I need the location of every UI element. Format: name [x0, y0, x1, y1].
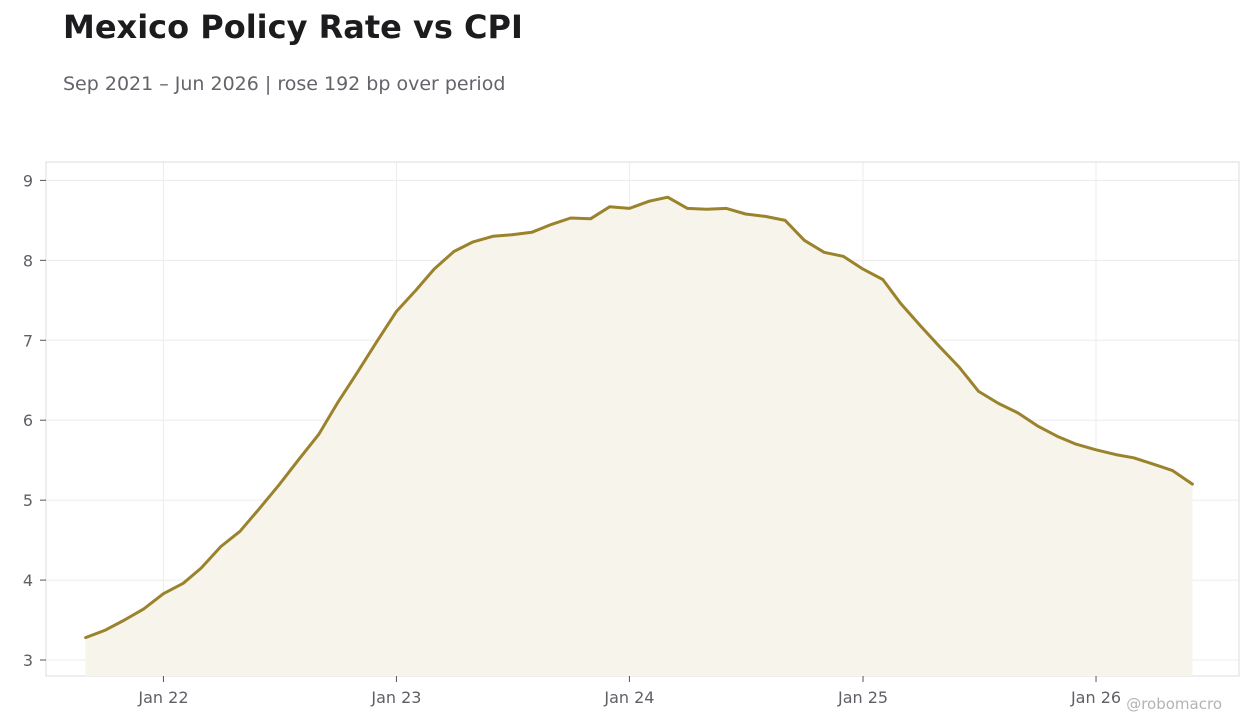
x-tick-label: Jan 26 — [1070, 688, 1121, 707]
x-tick-label: Jan 25 — [837, 688, 888, 707]
watermark: @robomacro — [1126, 695, 1222, 713]
x-tick-label: Jan 23 — [370, 688, 421, 707]
series-area-fill — [85, 197, 1193, 676]
chart-subtitle: Sep 2021 – Jun 2026 | rose 192 bp over p… — [63, 73, 506, 95]
y-axis-ticks: 3 4 5 6 7 8 9 — [23, 171, 46, 670]
y-tick-label: 6 — [23, 411, 33, 430]
series-line — [84, 195, 1194, 640]
y-tick-label: 9 — [23, 171, 33, 190]
chart-title: Mexico Policy Rate vs CPI — [63, 8, 523, 46]
x-tick-label: Jan 24 — [603, 688, 654, 707]
x-tick-label: Jan 22 — [137, 688, 188, 707]
y-tick-label: 3 — [23, 651, 33, 670]
y-tick-label: 7 — [23, 331, 33, 350]
y-tick-label: 8 — [23, 251, 33, 270]
y-tick-label: 4 — [23, 571, 33, 590]
y-tick-label: 5 — [23, 491, 33, 510]
x-axis-ticks: Jan 22 Jan 23 Jan 24 Jan 25 Jan 26 — [137, 676, 1121, 707]
